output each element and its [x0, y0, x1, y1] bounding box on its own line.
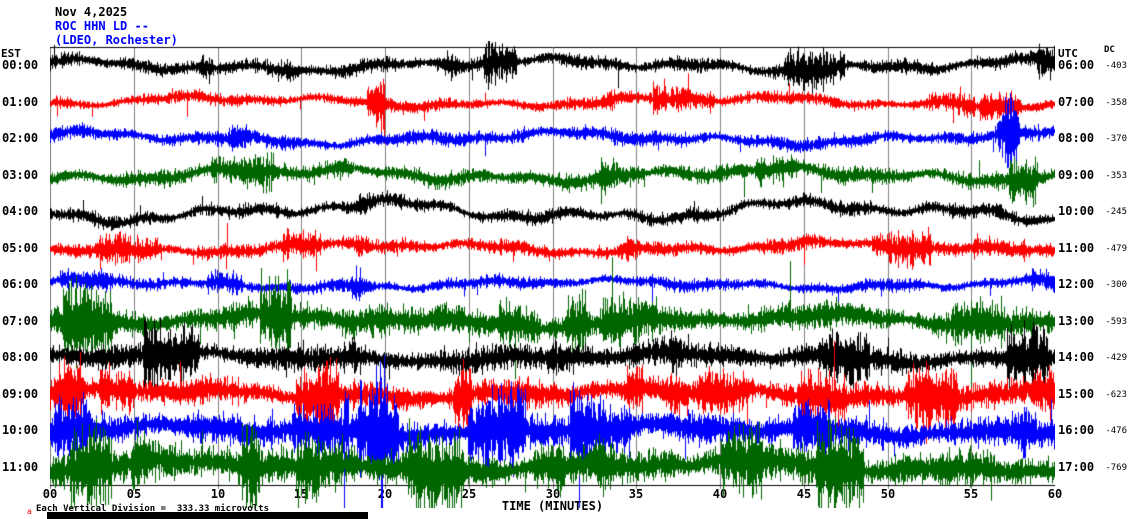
utc-time-label: 14:00: [1058, 350, 1095, 364]
dc-value: -353: [1105, 171, 1127, 181]
est-time-label: 04:00: [2, 204, 39, 218]
est-time-label: 08:00: [2, 350, 39, 364]
utc-time-label: 11:00: [1058, 241, 1095, 255]
utc-time-label: 12:00: [1058, 277, 1095, 291]
utc-time-label: 06:00: [1058, 58, 1095, 72]
dc-value: -593: [1105, 317, 1127, 327]
right-axis-title: UTC: [1058, 47, 1078, 60]
header-date: Nov 4,2025: [55, 5, 128, 19]
dc-value: -358: [1105, 98, 1127, 108]
seismogram-traces: [50, 30, 1055, 508]
est-time-label: 02:00: [2, 131, 39, 145]
est-time-label: 01:00: [2, 95, 39, 109]
utc-time-label: 08:00: [1058, 131, 1095, 145]
est-time-label: 00:00: [2, 58, 39, 72]
dc-value: -300: [1105, 280, 1127, 290]
est-time-label: 11:00: [2, 460, 39, 474]
bottom-bar: [47, 512, 368, 519]
est-time-label: 03:00: [2, 168, 39, 182]
utc-time-label: 10:00: [1058, 204, 1095, 218]
est-time-label: 07:00: [2, 314, 39, 328]
utc-time-label: 16:00: [1058, 423, 1095, 437]
dc-value: -370: [1105, 134, 1127, 144]
dc-value: -769: [1105, 463, 1127, 473]
est-time-label: 10:00: [2, 423, 39, 437]
dc-value: -479: [1105, 244, 1127, 254]
dc-value: -429: [1105, 353, 1127, 363]
dc-value: -403: [1105, 61, 1127, 71]
left-axis-title: EST: [1, 47, 21, 60]
footer-marker: a: [27, 507, 32, 516]
dc-value: -245: [1105, 207, 1127, 217]
utc-time-label: 13:00: [1058, 314, 1095, 328]
est-time-label: 06:00: [2, 277, 39, 291]
dc-column-header: DC: [1104, 45, 1115, 55]
dc-value: -476: [1105, 426, 1127, 436]
utc-time-label: 17:00: [1058, 460, 1095, 474]
utc-time-label: 15:00: [1058, 387, 1095, 401]
utc-time-label: 07:00: [1058, 95, 1095, 109]
header-station: ROC HHN LD --: [55, 19, 149, 33]
est-time-label: 09:00: [2, 387, 39, 401]
dc-value: -623: [1105, 390, 1127, 400]
utc-time-label: 09:00: [1058, 168, 1095, 182]
scale-note: Each Vertical Division = 333.33 microvol…: [36, 504, 269, 514]
est-time-label: 05:00: [2, 241, 39, 255]
